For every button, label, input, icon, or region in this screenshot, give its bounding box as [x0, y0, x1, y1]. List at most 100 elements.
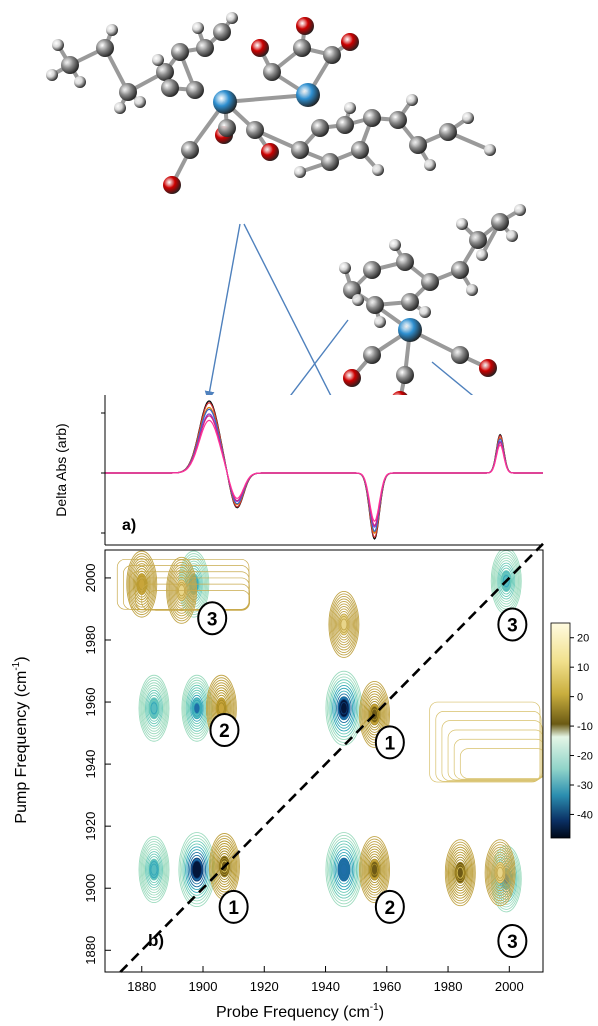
contour-line [189, 692, 205, 725]
contour-line [334, 690, 354, 726]
contour-line [453, 859, 468, 887]
contour-line [337, 611, 351, 638]
contour-line [485, 841, 515, 904]
hydrogen-atom [192, 22, 204, 34]
contour-line [447, 729, 543, 781]
contour-line [365, 851, 384, 889]
oxygen-atom [296, 17, 314, 35]
oxygen-atom [163, 176, 181, 194]
contour-line [429, 701, 541, 783]
contour-line [193, 702, 201, 715]
carbon-atom [263, 63, 281, 81]
contour-line [484, 839, 516, 907]
contour-line [367, 856, 382, 884]
carbon-atom [363, 109, 381, 127]
hydrogen-atom [352, 294, 364, 306]
contour-line [459, 748, 543, 779]
contour-line [145, 851, 163, 889]
carbon-atom [396, 366, 414, 384]
carbon-atom [323, 46, 341, 64]
y-tick-label: 1880 [83, 936, 98, 965]
carbon-atom [451, 261, 469, 279]
carbon-atom [293, 39, 311, 57]
hydrogen-atom [462, 112, 474, 124]
contour-line [333, 849, 355, 891]
contour-line [150, 702, 158, 715]
contour-line [333, 687, 355, 729]
contour-line [361, 686, 388, 743]
contour-line [359, 681, 390, 748]
contour-line [143, 848, 165, 891]
contour-line [450, 851, 471, 894]
contour-line [333, 603, 354, 646]
carbon-atom [61, 56, 79, 74]
contour-line [336, 608, 352, 641]
contour-line [490, 851, 511, 894]
peak-label-circle [497, 923, 528, 958]
hydrogen-atom [476, 249, 488, 261]
contour-line [332, 601, 356, 648]
peak-label-text: 2 [385, 898, 396, 919]
contour-line [142, 684, 166, 732]
contour-line [492, 856, 508, 889]
carbon-atom [213, 23, 231, 41]
x-tick-label: 1880 [127, 979, 156, 994]
contour-line [496, 560, 517, 602]
contour-line [364, 848, 385, 891]
contour-line [445, 841, 475, 904]
carbon-atom [218, 119, 236, 137]
carbon-atom [96, 39, 114, 57]
hydrogen-atom [484, 144, 496, 156]
peak-label-circle [218, 889, 249, 924]
peak-label-text: 3 [207, 609, 218, 630]
contour-line [330, 596, 358, 653]
contour-line [328, 591, 360, 658]
hydrogen-atom [419, 306, 431, 318]
contour-line [336, 693, 352, 724]
hydrogen-atom [114, 102, 126, 114]
peak-label-circle [197, 601, 228, 636]
contour-line [329, 593, 359, 656]
hydrogen-atom [406, 94, 418, 106]
hydrogen-atom [374, 316, 386, 328]
carbon-atom [363, 261, 381, 279]
oxygen-atom [341, 33, 359, 51]
carbon-atom [336, 116, 354, 134]
contour-line [488, 849, 512, 897]
contour-line [150, 863, 158, 876]
colorbar-tick-label: -30 [577, 780, 593, 792]
hydrogen-atom [294, 166, 306, 178]
contour-line [217, 853, 232, 880]
contour-line [186, 849, 208, 891]
hydrogen-atom [344, 102, 356, 114]
carbon-atom [439, 123, 457, 141]
panel-a-frame [105, 395, 543, 545]
contour-line [146, 853, 162, 886]
contour-line [444, 839, 476, 907]
contour-line [340, 618, 348, 631]
contour-line [340, 702, 348, 715]
contour-line [181, 837, 213, 902]
contour-line [147, 694, 161, 722]
contour-line [366, 853, 383, 886]
peak-label-text: 1 [228, 898, 239, 919]
y-tick-label: 1980 [83, 626, 98, 655]
contour-line [441, 720, 543, 782]
contour-line [147, 589, 250, 611]
contour-line [362, 843, 387, 896]
contour-line [334, 851, 354, 888]
contour-line [493, 859, 507, 887]
contour-line [496, 866, 504, 879]
hydrogen-atom [226, 12, 238, 24]
y-tick-label: 1960 [83, 688, 98, 717]
contour-line [365, 696, 384, 733]
contour-line [141, 843, 167, 896]
contour-line [142, 846, 166, 894]
contour-line [143, 687, 165, 730]
contour-line [449, 849, 472, 897]
contour-line [493, 555, 519, 607]
colorbar-tick-label: -20 [577, 751, 593, 763]
carbon-atom [469, 231, 487, 249]
contour-line [367, 701, 382, 728]
